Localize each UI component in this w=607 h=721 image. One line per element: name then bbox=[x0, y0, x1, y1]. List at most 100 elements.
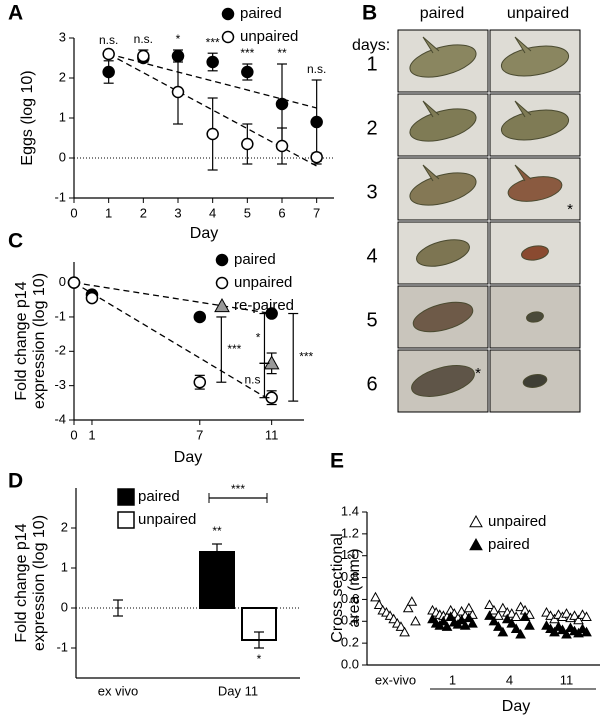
worm bbox=[412, 301, 474, 333]
point bbox=[67, 276, 81, 289]
worm-spine bbox=[422, 164, 440, 182]
triangle-marker bbox=[581, 611, 592, 622]
triangle-marker bbox=[524, 620, 535, 630]
y-tick-label: 1 bbox=[61, 559, 68, 574]
x-tick-label: 7 bbox=[313, 205, 320, 220]
legend-label: unpaired bbox=[488, 513, 546, 530]
x-tick-label: 2 bbox=[140, 205, 147, 220]
triangle-marker bbox=[561, 628, 572, 639]
column-header: unpaired bbox=[507, 5, 569, 22]
triangle-marker bbox=[214, 297, 230, 313]
triangle-marker bbox=[406, 596, 418, 606]
triangle-marker bbox=[484, 610, 495, 620]
y-axis-label: Cross sectional bbox=[329, 533, 346, 642]
point bbox=[310, 150, 323, 164]
point bbox=[206, 55, 219, 69]
x-tick-label: 4 bbox=[209, 205, 216, 220]
row-title: days: bbox=[352, 37, 390, 54]
row-label: 3 bbox=[366, 181, 377, 203]
x-tick-label: 5 bbox=[244, 205, 251, 220]
panel-letter: E bbox=[330, 450, 344, 473]
legend-label: paired bbox=[138, 488, 180, 505]
point bbox=[275, 139, 289, 153]
triangle-marker bbox=[497, 626, 509, 637]
point bbox=[275, 97, 289, 111]
triangle-marker bbox=[488, 604, 500, 615]
point bbox=[137, 49, 150, 63]
significance-label: ** bbox=[212, 524, 222, 538]
x-tick-label: 0 bbox=[70, 205, 77, 220]
y-tick-label: 1 bbox=[59, 109, 66, 124]
row-label: 5 bbox=[366, 309, 377, 331]
panel-letter: C bbox=[8, 230, 23, 253]
x-tick-label: 7 bbox=[196, 427, 203, 442]
significance-label: *** bbox=[299, 349, 313, 363]
x-tick-label: 1 bbox=[449, 672, 456, 687]
triangle-marker bbox=[370, 591, 381, 602]
y-tick-label: 2 bbox=[59, 69, 66, 84]
legend-label: paired bbox=[240, 5, 282, 22]
triangle-marker bbox=[569, 610, 580, 620]
worm bbox=[409, 172, 477, 206]
cell-mark: * bbox=[567, 201, 573, 218]
point bbox=[215, 276, 229, 290]
point bbox=[221, 7, 235, 21]
y-tick-label: -1 bbox=[54, 189, 66, 204]
x-tick-label: 0 bbox=[70, 427, 77, 442]
significance-label: * bbox=[176, 32, 181, 46]
triangle-marker bbox=[549, 626, 560, 637]
bar bbox=[199, 551, 235, 609]
y-tick-label: 3 bbox=[59, 29, 66, 44]
triangle-marker bbox=[467, 617, 478, 628]
y-tick-label: 0.6 bbox=[341, 591, 359, 606]
x-tick-label: 1 bbox=[88, 427, 95, 442]
y-tick-label: 1.2 bbox=[341, 525, 359, 540]
x-tick-label: Day 11 bbox=[218, 683, 258, 698]
triangle-marker bbox=[493, 621, 504, 631]
triangle-marker bbox=[488, 615, 500, 626]
triangle-marker bbox=[445, 611, 457, 622]
triangle-marker bbox=[506, 608, 518, 618]
legend-swatch bbox=[117, 511, 135, 529]
y-tick-label: 0 bbox=[59, 149, 66, 164]
point bbox=[193, 375, 207, 389]
x-tick-label: 11 bbox=[560, 672, 574, 687]
x-axis-label: Day bbox=[174, 449, 202, 466]
point bbox=[102, 65, 115, 79]
y-axis-label: Eggs (log 10) bbox=[19, 70, 36, 165]
worm bbox=[521, 245, 549, 261]
triangle-marker bbox=[263, 355, 280, 370]
legend-label: unpaired bbox=[234, 274, 292, 291]
significance-label: *** bbox=[206, 35, 220, 49]
y-tick-label: 0.0 bbox=[341, 656, 359, 671]
legend-label: paired bbox=[234, 251, 276, 268]
point bbox=[102, 47, 115, 61]
triangle-marker bbox=[561, 608, 572, 618]
triangle-marker bbox=[581, 626, 592, 637]
legend-label: paired bbox=[488, 536, 530, 553]
significance-label: n.s bbox=[244, 373, 260, 387]
row-label: 1 bbox=[366, 53, 377, 75]
y-tick-label: -4 bbox=[54, 411, 66, 426]
y-tick-label: 1.4 bbox=[341, 503, 359, 518]
point bbox=[206, 127, 219, 141]
trend-line bbox=[73, 281, 272, 315]
panel-letter: B bbox=[362, 2, 377, 25]
worm bbox=[500, 45, 570, 77]
x-tick-label: 1 bbox=[105, 205, 112, 220]
y-tick-label: 1.0 bbox=[341, 547, 359, 562]
triangle-marker bbox=[410, 615, 421, 626]
worm bbox=[411, 365, 475, 397]
triangle-marker bbox=[515, 601, 526, 612]
y-axis-label: expression (log 10) bbox=[31, 515, 48, 651]
significance-label: * bbox=[256, 331, 261, 345]
y-tick-label: -3 bbox=[54, 377, 66, 392]
worm bbox=[522, 374, 548, 388]
worm bbox=[526, 311, 544, 323]
worm-spine bbox=[422, 36, 440, 54]
x-tick-label: 6 bbox=[278, 205, 285, 220]
triangle-marker bbox=[469, 537, 483, 551]
triangle-marker bbox=[506, 617, 518, 628]
